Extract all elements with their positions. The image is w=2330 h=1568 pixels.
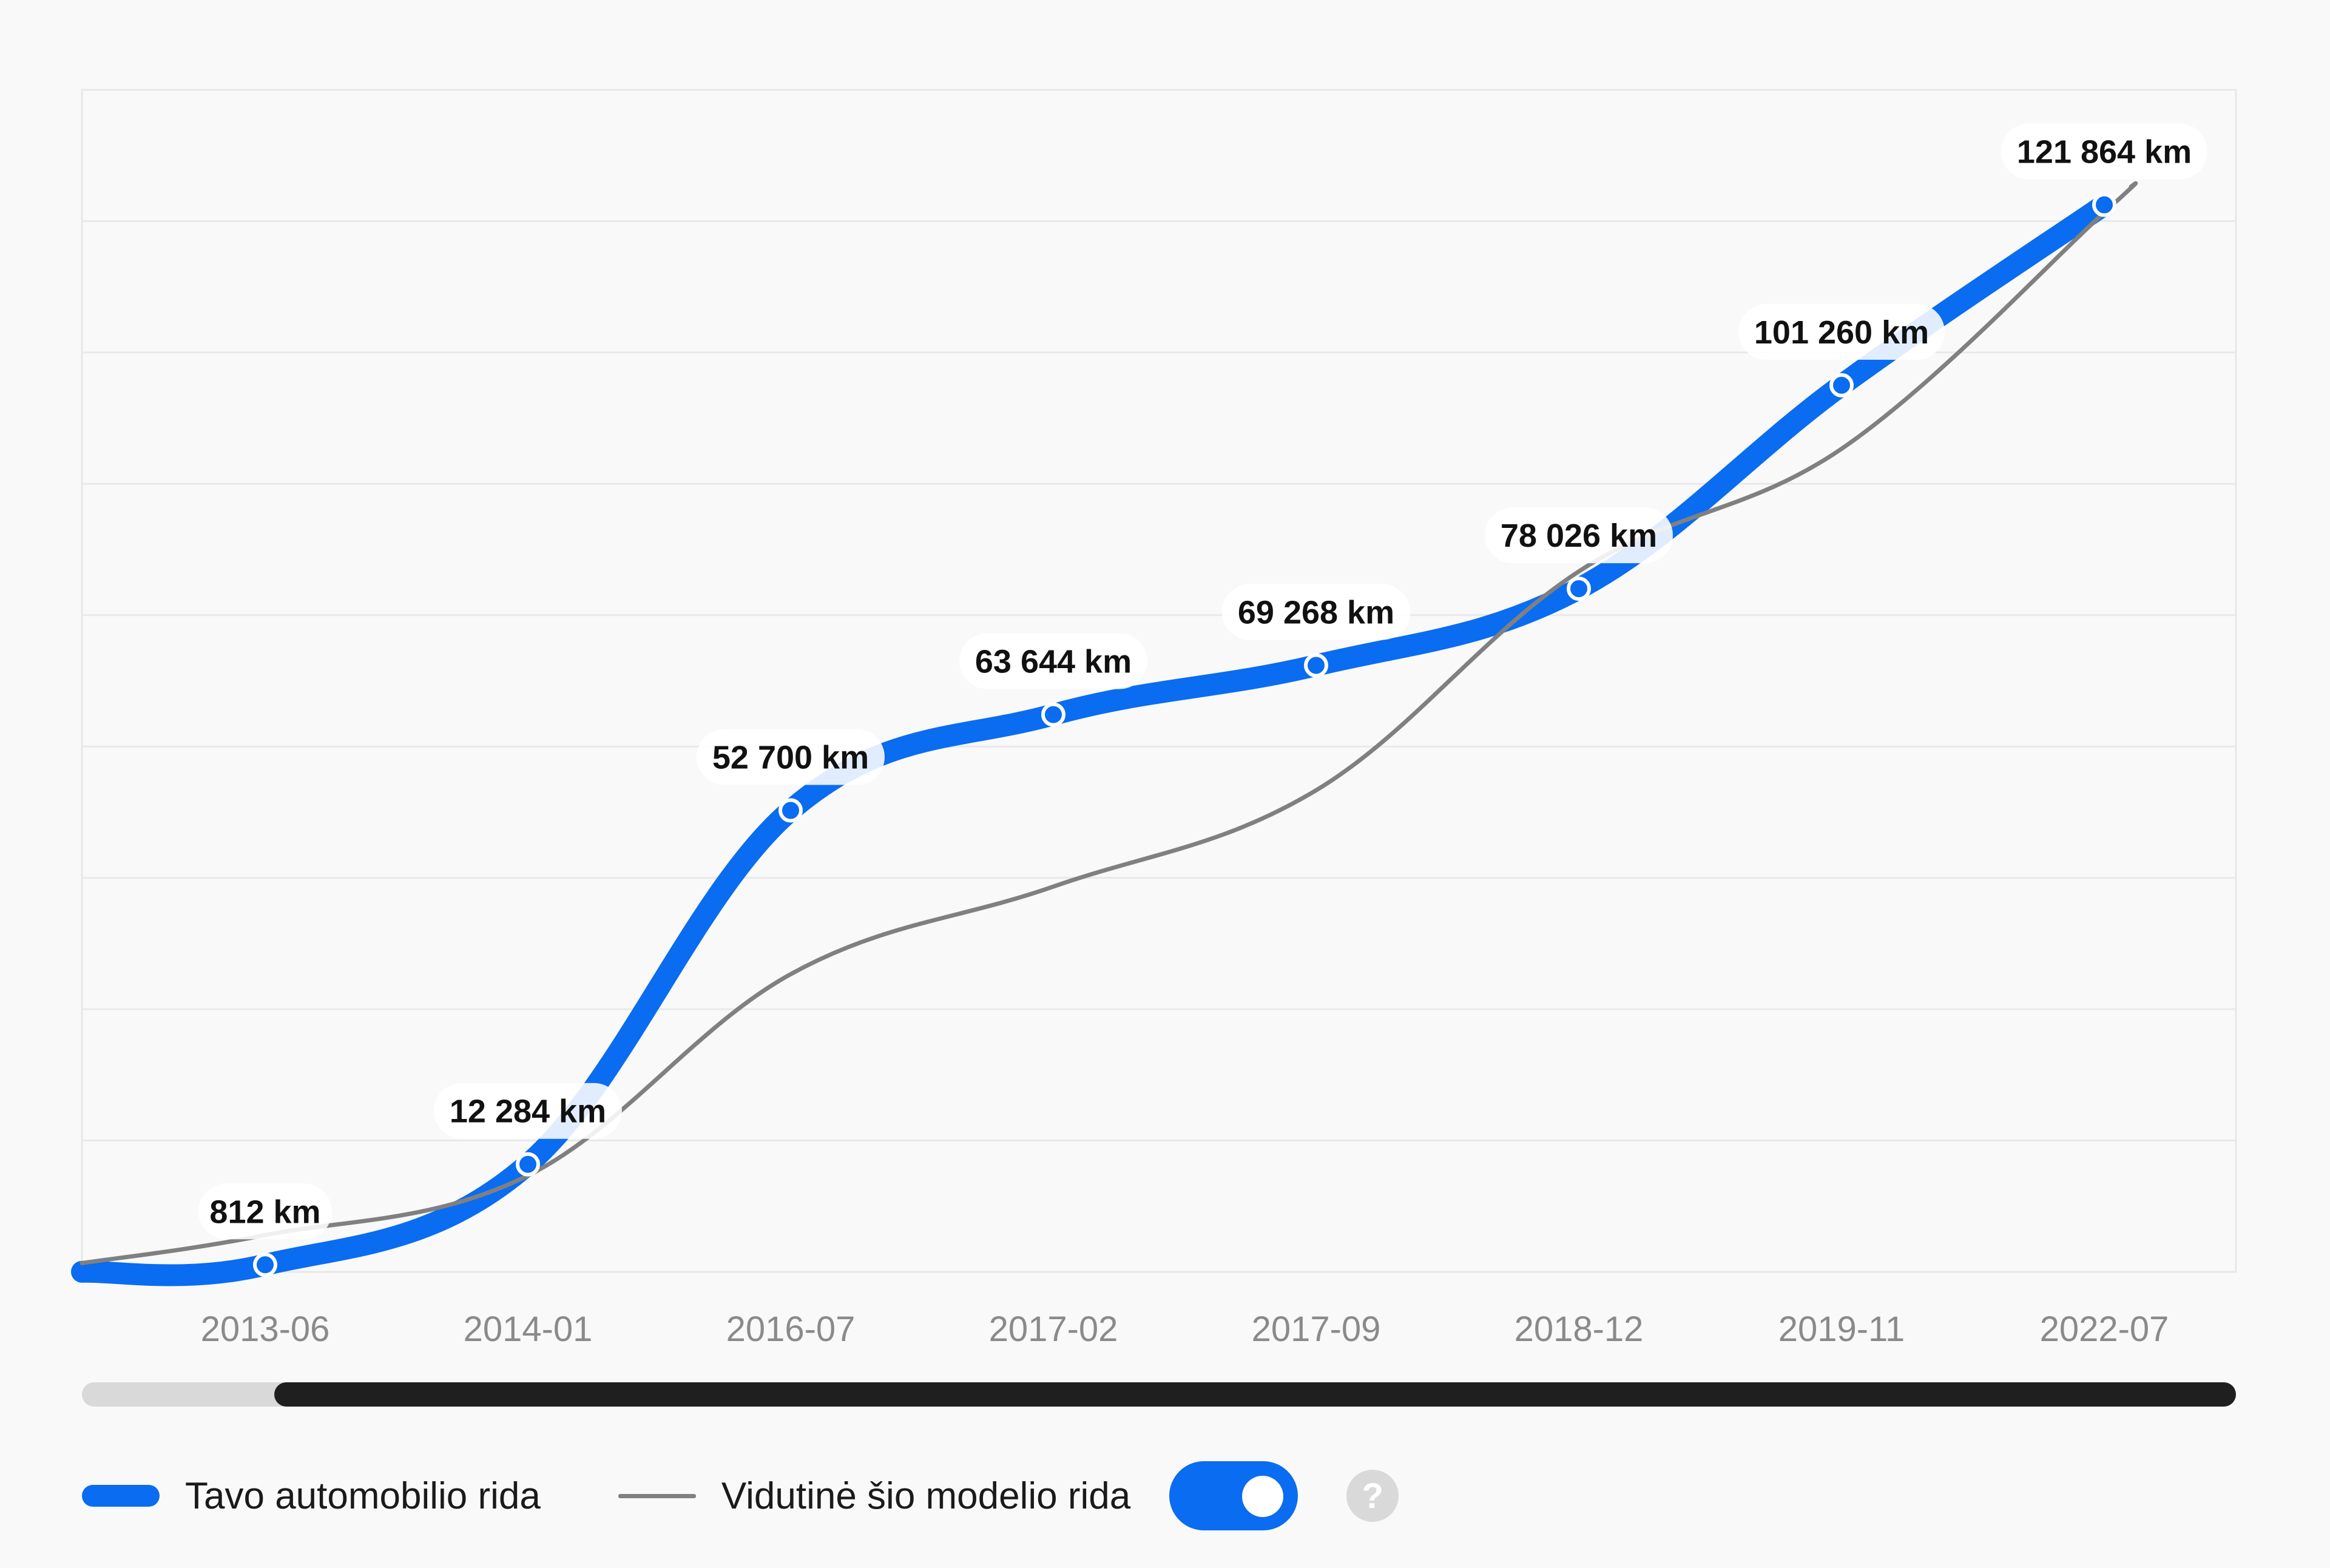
data-label-background [198,1183,332,1240]
data-point[interactable] [253,1252,277,1277]
x-tick-label: 2017-02 [989,1309,1118,1349]
x-axis: 2013-06 2014-01 2016-07 2017-02 2017-09 2018-… [201,1309,2169,1349]
chart-legend: Tavo automobilio rida Vidutinė šio model… [82,1461,1399,1530]
x-tick-label: 2018-12 [1514,1309,1644,1349]
data-label-background [1222,584,1410,640]
legend-label-average-mileage: Vidutinė šio modelio rida [721,1475,1131,1517]
data-label-background [1738,303,1945,360]
data-label: 52 700 km [712,740,869,776]
data-label: 121 864 km [2017,134,2192,171]
x-tick-label: 2022-07 [2040,1309,2169,1349]
x-tick-label: 2016-07 [726,1309,856,1349]
data-point[interactable] [1304,653,1328,678]
data-label-background [697,729,885,785]
data-label: 63 644 km [975,644,1132,680]
data-label-background [1485,507,1673,564]
legend-swatch-average-mileage [618,1493,696,1498]
data-label-background [959,633,1147,689]
question-mark-icon[interactable]: ? [1346,1470,1399,1522]
data-point[interactable] [1041,702,1065,727]
range-scrollbar[interactable] [82,1382,2236,1407]
legend-swatch-user-mileage [82,1485,160,1507]
plot-area [81,89,2237,1273]
series-layer [71,181,2138,1286]
data-point[interactable] [516,1152,540,1177]
x-tick-label: 2013-06 [201,1309,330,1349]
data-point[interactable] [2092,192,2116,217]
data-point[interactable] [1567,576,1591,601]
data-point[interactable] [1829,373,1854,397]
data-label-background [2001,123,2207,180]
data-label: 78 026 km [1501,518,1657,554]
x-tick-label: 2014-01 [464,1309,593,1349]
series-line-average-mileage [79,181,2138,1266]
data-label: 12 284 km [450,1093,606,1130]
legend-label-user-mileage: Tavo automobilio rida [185,1475,541,1517]
data-point[interactable] [778,798,803,823]
scrollbar-thumb[interactable] [274,1382,2236,1407]
data-label: 69 268 km [1238,594,1394,630]
grid-lines [82,220,2236,1142]
data-label: 812 km [209,1194,320,1230]
x-tick-label: 2019-11 [1778,1309,1905,1349]
data-labels: 812 km 12 284 km 52 700 km 63 644 km 69 268 … [198,123,2207,1240]
data-label: 101 260 km [1754,314,1929,351]
toggle-knob[interactable] [1242,1476,1284,1517]
x-tick-label: 2017-09 [1252,1309,1381,1349]
average-mileage-toggle[interactable] [1169,1461,1298,1530]
data-label-background [434,1083,622,1139]
